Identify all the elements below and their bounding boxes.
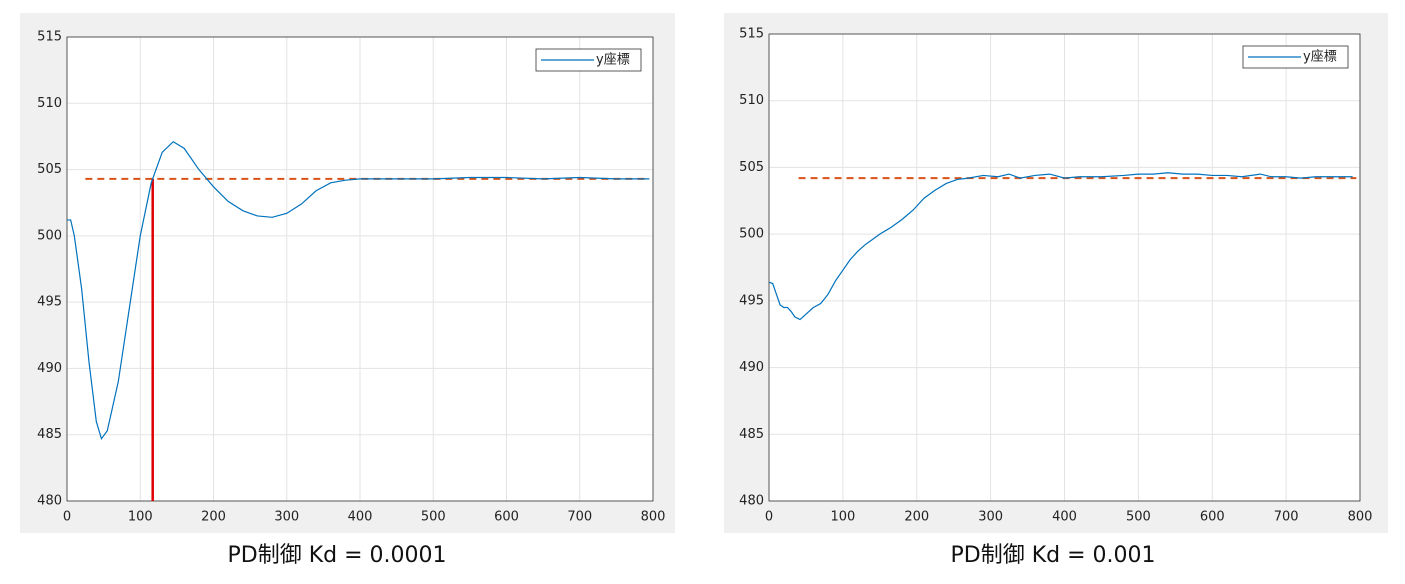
y-tick-label: 505 [739,160,764,175]
x-tick-label: 0 [63,510,71,525]
y-tick-label: 485 [739,427,764,442]
caption: PD制御 Kd = 0.0001 [228,543,447,568]
axes-box [768,33,1361,502]
y-tick-label: 480 [37,494,62,509]
x-tick-label: 300 [978,510,1003,525]
data-line [67,140,650,441]
x-tick-label: 400 [348,510,373,525]
legend-label: y座標 [596,53,630,68]
x-tick-label: 800 [641,510,666,525]
y-tick-label: 490 [739,360,764,375]
y-tick-label: 495 [739,293,764,308]
y-tick-label: 500 [37,228,62,243]
x-tick-label: 200 [201,510,226,525]
y-tick-label: 510 [739,93,764,108]
x-tick-label: 700 [1274,510,1299,525]
axes-box [66,36,654,502]
y-tick-label: 505 [37,162,62,177]
x-tick-label: 400 [1052,510,1077,525]
y-tick-label: 515 [739,27,764,42]
y-tick-label: 515 [37,30,62,45]
data-line [768,172,1353,321]
x-tick-label: 300 [274,510,299,525]
x-tick-label: 600 [494,510,519,525]
legend-label: y座標 [1303,50,1337,65]
x-tick-label: 500 [1126,510,1151,525]
x-tick-label: 100 [830,510,855,525]
y-tick-label: 485 [37,427,62,442]
y-tick-label: 495 [37,295,62,310]
x-tick-label: 100 [128,510,153,525]
caption: PD制御 Kd = 0.001 [951,543,1156,568]
x-tick-label: 500 [421,510,446,525]
y-tick-label: 500 [739,227,764,242]
y-tick-label: 510 [37,96,62,111]
x-tick-label: 0 [765,510,773,525]
y-tick-label: 490 [37,361,62,376]
x-tick-label: 700 [567,510,592,525]
y-tick-label: 480 [739,494,764,509]
x-tick-label: 600 [1200,510,1225,525]
x-tick-label: 200 [904,510,929,525]
x-tick-label: 800 [1348,510,1373,525]
